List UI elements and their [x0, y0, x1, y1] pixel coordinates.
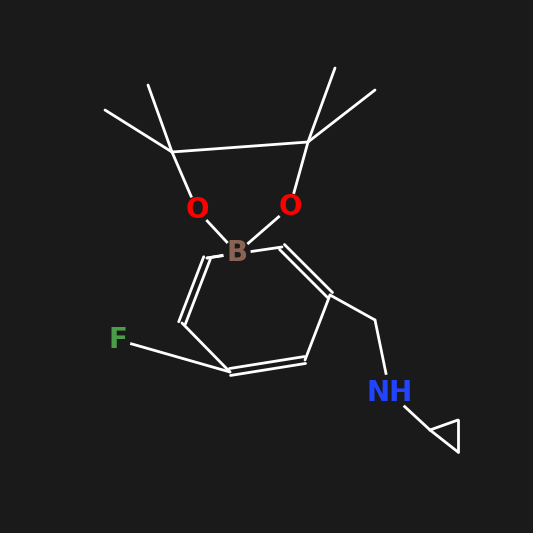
Circle shape [277, 194, 303, 220]
Circle shape [184, 197, 210, 223]
Text: B: B [227, 239, 247, 267]
Circle shape [372, 375, 408, 411]
Text: F: F [109, 326, 127, 354]
Circle shape [106, 328, 130, 352]
Text: O: O [185, 196, 209, 224]
Text: O: O [278, 193, 302, 221]
Text: NH: NH [367, 379, 413, 407]
Circle shape [224, 240, 250, 266]
